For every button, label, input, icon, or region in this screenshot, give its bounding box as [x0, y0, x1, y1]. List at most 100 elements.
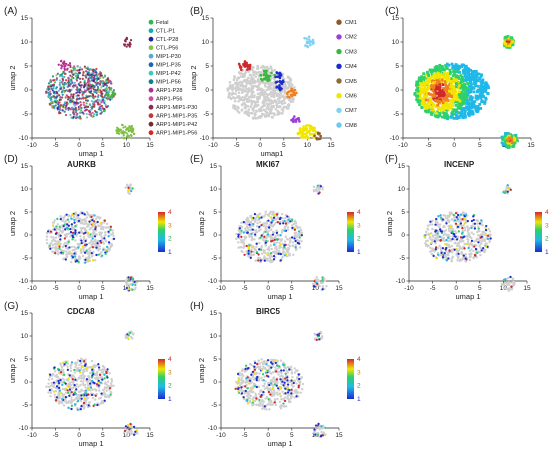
expressing-point — [67, 224, 70, 227]
density-cell — [469, 106, 472, 110]
data-point — [74, 74, 78, 78]
data-point — [239, 75, 243, 78]
data-point — [234, 92, 237, 95]
data-point — [82, 103, 86, 107]
expressing-point — [316, 184, 320, 187]
data-point — [58, 79, 62, 82]
density-cell — [454, 63, 458, 66]
expressing-point — [283, 244, 286, 247]
data-point — [59, 87, 62, 90]
data-point — [60, 67, 63, 70]
data-point — [444, 253, 447, 257]
y-tick-label: -5 — [399, 255, 405, 262]
density-cell — [437, 68, 440, 71]
legend-swatch — [148, 79, 154, 85]
density-cell — [460, 75, 464, 79]
density-C — [413, 34, 519, 149]
data-point — [273, 73, 277, 77]
data-point — [51, 250, 54, 253]
expressing-point — [243, 253, 246, 256]
density-cell — [438, 83, 441, 87]
data-point — [62, 63, 65, 66]
data-point — [284, 216, 287, 220]
density-cell — [424, 104, 428, 107]
data-point — [275, 245, 278, 248]
data-point — [241, 87, 245, 91]
density-cell — [451, 64, 455, 68]
data-point — [290, 97, 294, 101]
density-cell — [428, 98, 432, 102]
data-point — [71, 95, 75, 98]
expressing-point — [108, 241, 111, 244]
density-cell — [466, 93, 470, 96]
data-point — [92, 80, 95, 83]
data-point — [86, 105, 90, 108]
colorbar — [347, 212, 354, 252]
density-cell — [436, 115, 440, 119]
data-point — [245, 93, 249, 96]
density-cell — [440, 78, 444, 82]
data-point — [252, 253, 256, 256]
data-point — [461, 211, 465, 214]
data-point — [237, 241, 240, 244]
legend-swatch — [148, 70, 154, 76]
expressing-point — [72, 235, 75, 239]
density-cell — [451, 93, 455, 97]
data-point — [271, 230, 275, 234]
data-point — [67, 215, 70, 218]
data-point — [130, 127, 133, 131]
data-point — [255, 97, 259, 100]
y-tick-label: 0 — [205, 87, 209, 94]
data-point — [262, 238, 265, 242]
data-point — [242, 79, 246, 83]
data-point — [269, 109, 273, 112]
y-tick-label: -10 — [19, 278, 29, 285]
density-cell — [483, 100, 486, 104]
data-point — [256, 65, 260, 68]
data-point — [82, 101, 85, 104]
data-point — [77, 73, 80, 76]
expressing-point — [238, 227, 242, 230]
legend-label: CM5 — [345, 79, 357, 85]
data-point — [61, 93, 64, 96]
data-point — [291, 117, 295, 121]
data-point — [252, 77, 255, 81]
y-tick-label: 5 — [205, 63, 209, 70]
density-cell — [424, 98, 428, 102]
data-point — [227, 96, 230, 99]
data-point — [436, 239, 439, 242]
y-tick-label: 15 — [21, 163, 29, 170]
data-point — [238, 81, 241, 85]
legend-swatch — [148, 87, 154, 93]
density-cell — [445, 104, 449, 108]
data-point — [264, 84, 267, 88]
data-point — [100, 111, 104, 114]
data-point — [270, 224, 273, 228]
density-cell — [438, 99, 442, 103]
data-point — [264, 99, 268, 102]
density-cell — [432, 81, 435, 85]
density-cell — [440, 107, 443, 111]
data-point — [89, 91, 92, 95]
density-cell — [446, 85, 449, 89]
data-point — [302, 127, 306, 130]
data-point — [241, 102, 245, 106]
data-point — [276, 109, 280, 113]
data-point — [300, 136, 303, 139]
density-cell — [433, 73, 437, 77]
data-point — [249, 74, 253, 77]
data-point — [94, 84, 97, 87]
expressing-point — [263, 235, 266, 238]
data-point — [88, 228, 91, 231]
density-cell — [447, 63, 451, 67]
data-point — [61, 109, 64, 112]
expressing-point — [129, 276, 132, 279]
expressing-point — [249, 256, 252, 259]
data-point — [108, 249, 111, 252]
expressing-point — [267, 226, 271, 229]
density-cell — [449, 77, 453, 80]
expressing-point — [266, 253, 269, 256]
density-cell — [470, 106, 474, 109]
data-point — [74, 72, 77, 75]
